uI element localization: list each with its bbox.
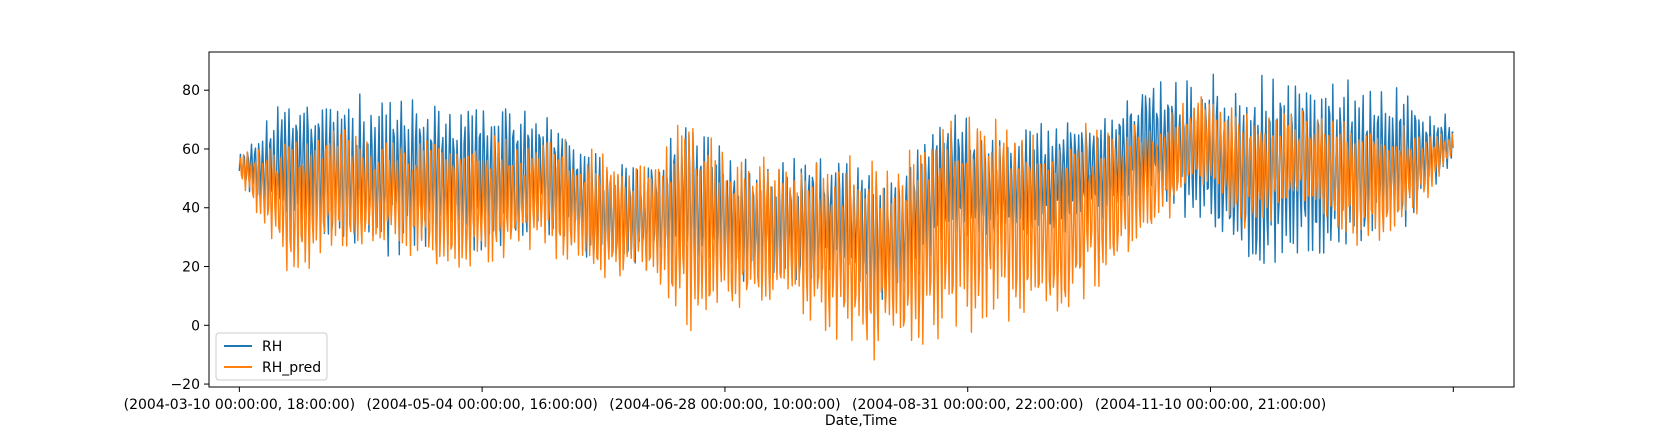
y-tick-label: 0 bbox=[191, 318, 200, 334]
y-tick-label: −20 bbox=[170, 377, 200, 393]
series-line-rh-pred bbox=[238, 96, 1454, 361]
y-tick-label: 80 bbox=[182, 83, 200, 99]
x-tick-label: (2004-06-28 00:00:00, 10:00:00) bbox=[609, 397, 840, 413]
y-axis: −20 0 20 40 60 80 bbox=[170, 83, 209, 393]
y-tick-label: 60 bbox=[182, 142, 200, 158]
x-tick-label: (2004-11-10 00:00:00, 21:00:00) bbox=[1095, 397, 1326, 413]
legend-box bbox=[215, 332, 328, 381]
x-axis-label: Date,Time bbox=[825, 413, 897, 429]
legend-label-rh: RH bbox=[262, 339, 282, 355]
x-tick-label: (2004-08-31 00:00:00, 22:00:00) bbox=[852, 397, 1083, 413]
y-tick-label: 20 bbox=[182, 260, 200, 276]
y-tick-label: 40 bbox=[182, 201, 200, 217]
x-axis: (2004-03-10 00:00:00, 18:00:00) (2004-05-… bbox=[124, 387, 1454, 413]
x-tick-label: (2004-03-10 00:00:00, 18:00:00) bbox=[124, 397, 355, 413]
legend: RH RH_pred bbox=[215, 332, 328, 381]
legend-label-rh-pred: RH_pred bbox=[262, 360, 321, 376]
series-layer bbox=[238, 73, 1454, 361]
plot-frame bbox=[208, 51, 1515, 388]
x-tick-label: (2004-05-04 00:00:00, 16:00:00) bbox=[366, 397, 597, 413]
